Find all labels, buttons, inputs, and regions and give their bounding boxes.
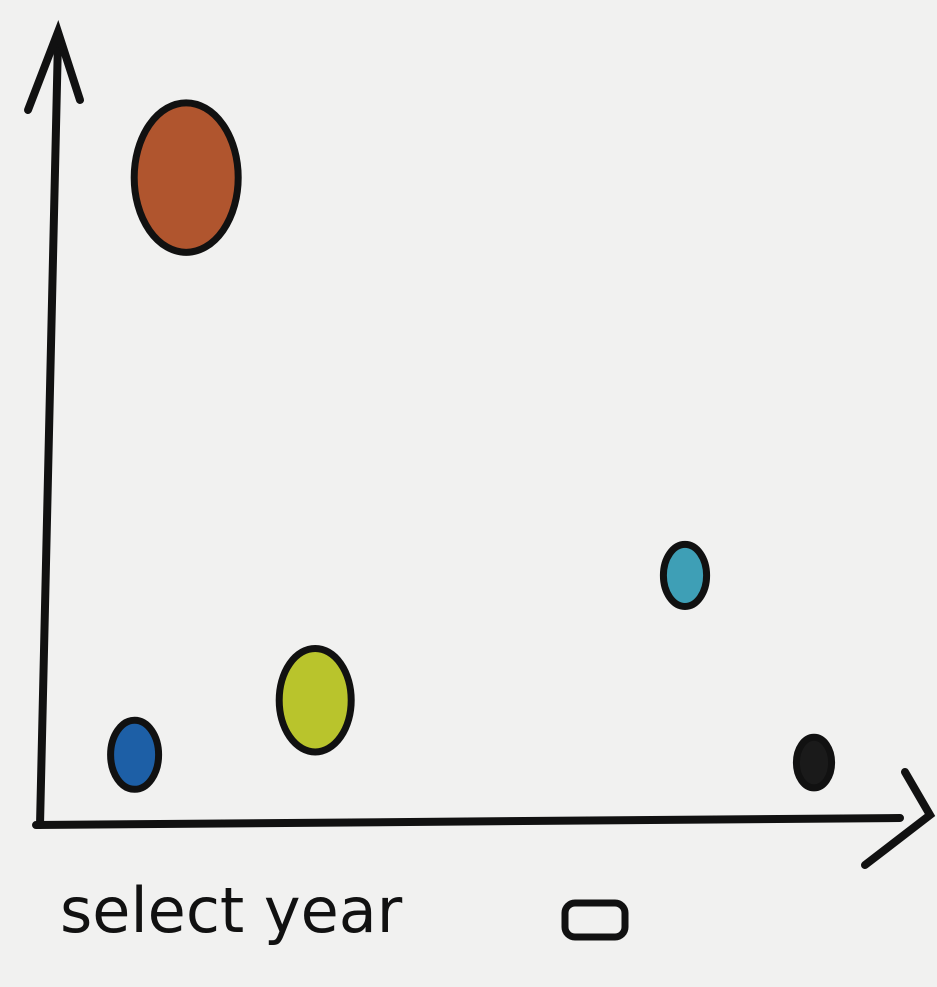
year-selector[interactable] bbox=[561, 899, 629, 941]
bubble bbox=[275, 644, 355, 756]
bubble bbox=[107, 716, 163, 793]
bubble bbox=[130, 99, 242, 256]
bubble bbox=[792, 733, 836, 792]
x-axis bbox=[32, 814, 904, 829]
bubble bbox=[659, 540, 711, 610]
plot-area bbox=[107, 99, 836, 793]
x-axis-arrow bbox=[861, 768, 936, 869]
y-axis bbox=[36, 36, 62, 829]
select-year-label: select year bbox=[60, 874, 403, 947]
y-axis-arrow bbox=[24, 20, 84, 114]
